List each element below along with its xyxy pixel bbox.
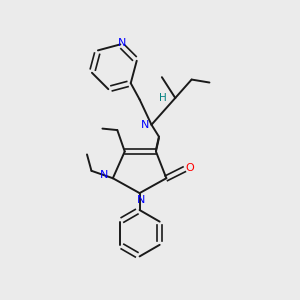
Text: O: O [185, 163, 194, 173]
Text: N: N [141, 120, 149, 130]
Text: H: H [159, 93, 167, 103]
Text: N: N [137, 195, 145, 205]
Text: N: N [118, 38, 126, 48]
Text: N: N [100, 170, 109, 180]
